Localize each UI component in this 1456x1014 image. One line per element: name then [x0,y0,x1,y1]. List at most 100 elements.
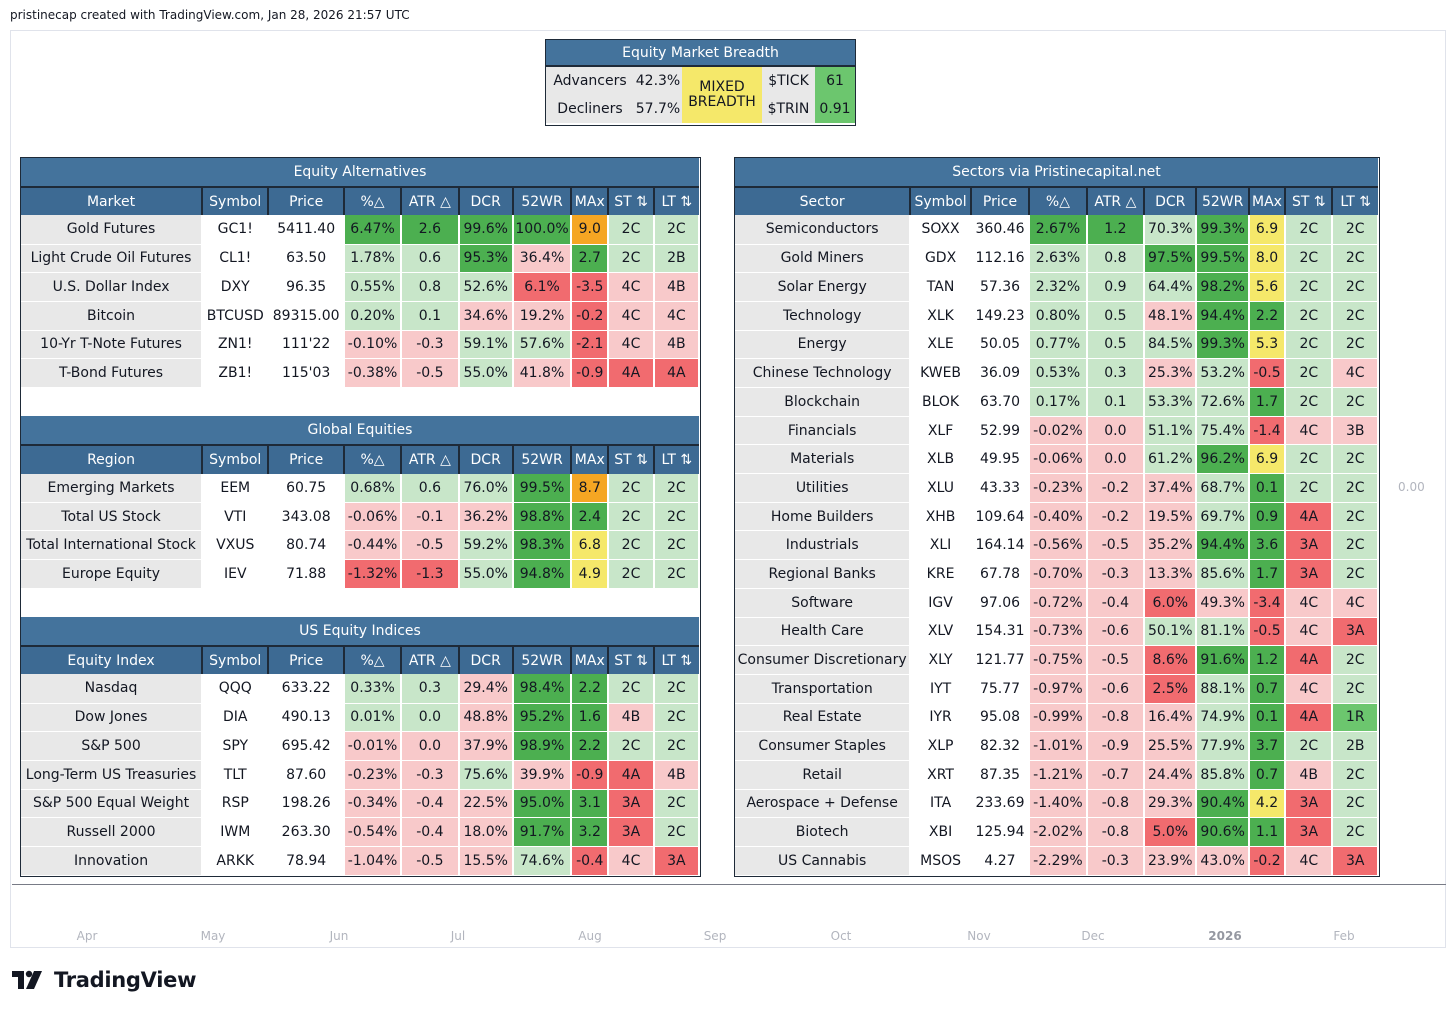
cell-pct-change: -0.73% [1029,617,1088,647]
cell-symbol: QQQ [202,674,270,704]
cell-st: 3A [608,817,655,847]
column-header: DCR [458,186,514,216]
cell-name: 10-Yr T-Note Futures [21,330,204,360]
cell-pct-change: -0.01% [343,731,403,761]
cell-max: 8.0 [1248,244,1287,274]
table-title: Equity Alternatives [21,158,699,188]
table-row: Regional Banks KRE 67.78 -0.70% -0.3 13.3% 85.… [735,559,1379,589]
cell-max: 1.7 [1248,559,1287,589]
cell-lt: 2B [1332,731,1379,761]
cell-symbol: DIA [202,703,270,733]
cell-st: 2C [608,502,655,532]
time-axis-line [12,884,1446,885]
cell-dcr: 48.8% [458,703,514,733]
cell-max: -0.4 [571,846,610,876]
cell-max: 3.1 [571,789,610,819]
cell-dcr: 8.6% [1144,645,1198,675]
cell-st: 4C [1285,416,1334,446]
cell-52wr: 53.2% [1196,358,1250,388]
cell-st: 2C [1285,731,1334,761]
time-axis-tick: Jul [450,929,466,943]
cell-st: 2C [1285,244,1334,274]
column-header: ATR △ [401,444,460,474]
column-header: %△ [1029,186,1088,216]
cell-symbol: IWM [202,817,270,847]
cell-lt: 2C [1332,789,1379,819]
price-axis-value: 0.00 [1398,480,1425,494]
table-row: Innovation ARKK 78.94 -1.04% -0.5 15.5% 74.6% -… [21,846,701,876]
cell-pct-change: -0.10% [343,330,403,360]
table-row: S&P 500 Equal Weight RSP 198.26 -0.34% -0.4 2… [21,789,701,819]
cell-atr-change: 0.5 [1086,301,1146,331]
cell-symbol: VTI [202,502,270,532]
time-axis-tick: Jun [329,929,349,943]
cell-max: 9.0 [571,215,610,245]
cell-symbol: SOXX [910,215,972,245]
cell-pct-change: 2.63% [1029,244,1088,274]
cell-max: 5.3 [1248,330,1287,360]
cell-price: 490.13 [268,703,345,733]
cell-price: 115'03 [268,358,345,388]
cell-max: 0.7 [1248,760,1287,790]
cell-lt: 2C [653,789,701,819]
cell-pct-change: -0.40% [1029,502,1088,532]
time-axis-tick: Feb [1333,929,1355,943]
cell-price: 82.32 [970,731,1031,761]
cell-name: Gold Miners [735,244,912,274]
cell-lt: 4C [1332,588,1379,618]
table-spacer [21,588,699,617]
time-axis-tick: Aug [578,929,602,943]
cell-st: 2C [608,559,655,589]
table-row: Russell 2000 IWM 263.30 -0.54% -0.4 18.0% 91.7… [21,817,701,847]
cell-atr-change: -0.9 [1086,731,1146,761]
cell-52wr: 99.3% [1196,215,1250,245]
column-header: 52WR [1196,186,1250,216]
cell-price: 263.30 [268,817,345,847]
cell-52wr: 68.7% [1196,473,1250,503]
cell-lt: 2C [1332,674,1379,704]
cell-pct-change: 2.32% [1029,272,1088,302]
cell-name: Energy [735,330,912,360]
table-row: Semiconductors SOXX 360.46 2.67% 1.2 70.3% 99.… [735,215,1379,245]
cell-name: Gold Futures [21,215,204,245]
cell-max: -0.2 [571,301,610,331]
table-title: Sectors via Pristinecapital.net [735,158,1378,188]
cell-max: 0.1 [1248,473,1287,503]
sectors-panel: Sectors via Pristinecapital.net Sector Sym… [734,157,1380,877]
cell-52wr: 74.9% [1196,703,1250,733]
cell-lt: 2C [1332,559,1379,589]
cell-name: Dow Jones [21,703,204,733]
time-axis-tick: Nov [967,929,991,943]
cell-lt: 3A [1332,846,1379,876]
column-header: ST ⇅ [608,186,655,216]
cell-atr-change: 2.6 [401,215,460,245]
cell-st: 4A [608,760,655,790]
cell-pct-change: 0.55% [343,272,403,302]
cell-st: 4C [1285,588,1334,618]
cell-atr-change: -0.4 [401,817,460,847]
cell-atr-change: -0.6 [1086,674,1146,704]
cell-pct-change: -0.38% [343,358,403,388]
tradingview-logo[interactable]: TradingView [12,968,196,992]
cell-atr-change: 0.8 [401,272,460,302]
cell-max: 6.9 [1248,215,1287,245]
cell-dcr: 53.3% [1144,387,1198,417]
cell-name: Semiconductors [735,215,912,245]
cell-atr-change: -0.7 [1086,760,1146,790]
cell-name: Technology [735,301,912,331]
cell-pct-change: -1.40% [1029,789,1088,819]
column-header: %△ [343,645,403,675]
cell-max: 5.6 [1248,272,1287,302]
cell-max: 1.2 [1248,645,1287,675]
cell-symbol: XLY [910,645,972,675]
cell-max: 4.9 [571,559,610,589]
cell-st: 3A [1285,530,1334,561]
cell-name: T-Bond Futures [21,358,204,388]
cell-max: 6.9 [1248,444,1287,475]
table-row: Solar Energy TAN 57.36 2.32% 0.9 64.4% 98.2% 5.… [735,272,1379,302]
cell-dcr: 34.6% [458,301,514,331]
cell-52wr: 94.8% [512,559,573,589]
cell-symbol: XLE [910,330,972,360]
cell-atr-change: -0.5 [1086,530,1146,561]
table-row: Energy XLE 50.05 0.77% 0.5 84.5% 99.3% 5.3 2C 2C [735,330,1379,360]
